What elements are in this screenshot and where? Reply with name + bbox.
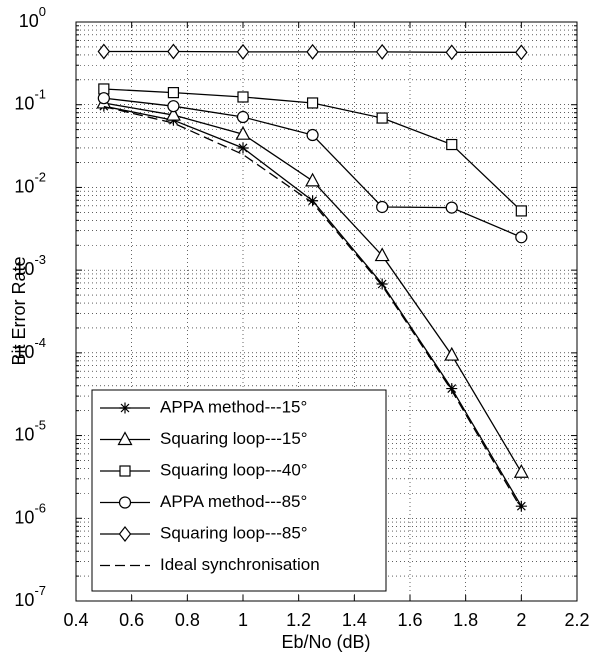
marker [445,44,459,61]
marker [97,92,110,105]
marker [117,431,133,446]
legend-label: APPA method---85° [160,492,307,511]
x-tick-label: 1.2 [286,610,311,630]
x-tick-label: 1 [238,610,248,630]
marker [306,97,319,109]
marker [444,346,460,361]
x-tick-label: 2 [516,610,526,630]
y-tick-label: 100 [19,4,46,30]
x-tick-label: 0.6 [119,610,144,630]
marker [237,142,249,154]
marker [119,465,131,477]
marker [376,200,389,214]
legend-label: APPA method---15° [160,397,307,416]
marker [167,43,180,60]
marker [306,128,319,142]
legend-label: Squaring loop---85° [160,523,308,542]
legend-label: Squaring loop---40° [160,460,308,479]
series-line [103,105,522,510]
y-tick-label: 10-7 [14,583,46,609]
marker [236,110,250,124]
marker [515,500,527,512]
marker [513,464,529,478]
marker [306,43,319,60]
marker [445,201,458,214]
marker [446,383,458,395]
x-axis-label: Eb/No (dB) [281,632,370,652]
legend: APPA method---15° Squaring loop---15° Squa… [91,389,387,592]
marker [446,138,458,151]
legend-box [91,389,387,592]
marker [305,172,321,187]
y-tick-label: 10-6 [14,501,46,527]
marker [376,278,388,290]
y-tick-label: 10-2 [14,170,46,196]
marker [376,112,388,124]
marker [167,87,180,99]
marker [237,91,249,103]
marker [515,44,528,61]
x-tick-label: 0.4 [63,610,88,630]
x-tick-label: 1.6 [397,610,422,630]
marker [97,43,111,60]
marker [236,43,250,60]
marker [235,125,251,140]
legend-label: Squaring loop---15° [160,429,308,448]
y-axis-label: Bit Error Rate [9,256,29,365]
x-tick-label: 1.8 [453,610,478,630]
marker [515,231,528,244]
marker [118,526,132,542]
plot-frame [75,21,578,602]
marker [165,106,181,121]
marker [119,402,131,414]
marker [167,100,180,113]
y-tick-label: 10-5 [14,418,46,444]
x-tick-label: 0.8 [175,610,200,630]
y-tick-label: 10-1 [14,87,46,113]
marker [118,496,132,509]
x-tick-label: 2.2 [564,610,589,630]
legend-label: Ideal synchronisation [160,555,320,574]
y-tick-label: 10-3 [14,253,46,279]
marker [515,205,527,217]
marker [374,247,390,262]
marker [375,43,389,60]
y-tick-label: 10-4 [14,335,46,361]
x-tick-label: 1.4 [342,610,367,630]
marker [307,195,319,207]
